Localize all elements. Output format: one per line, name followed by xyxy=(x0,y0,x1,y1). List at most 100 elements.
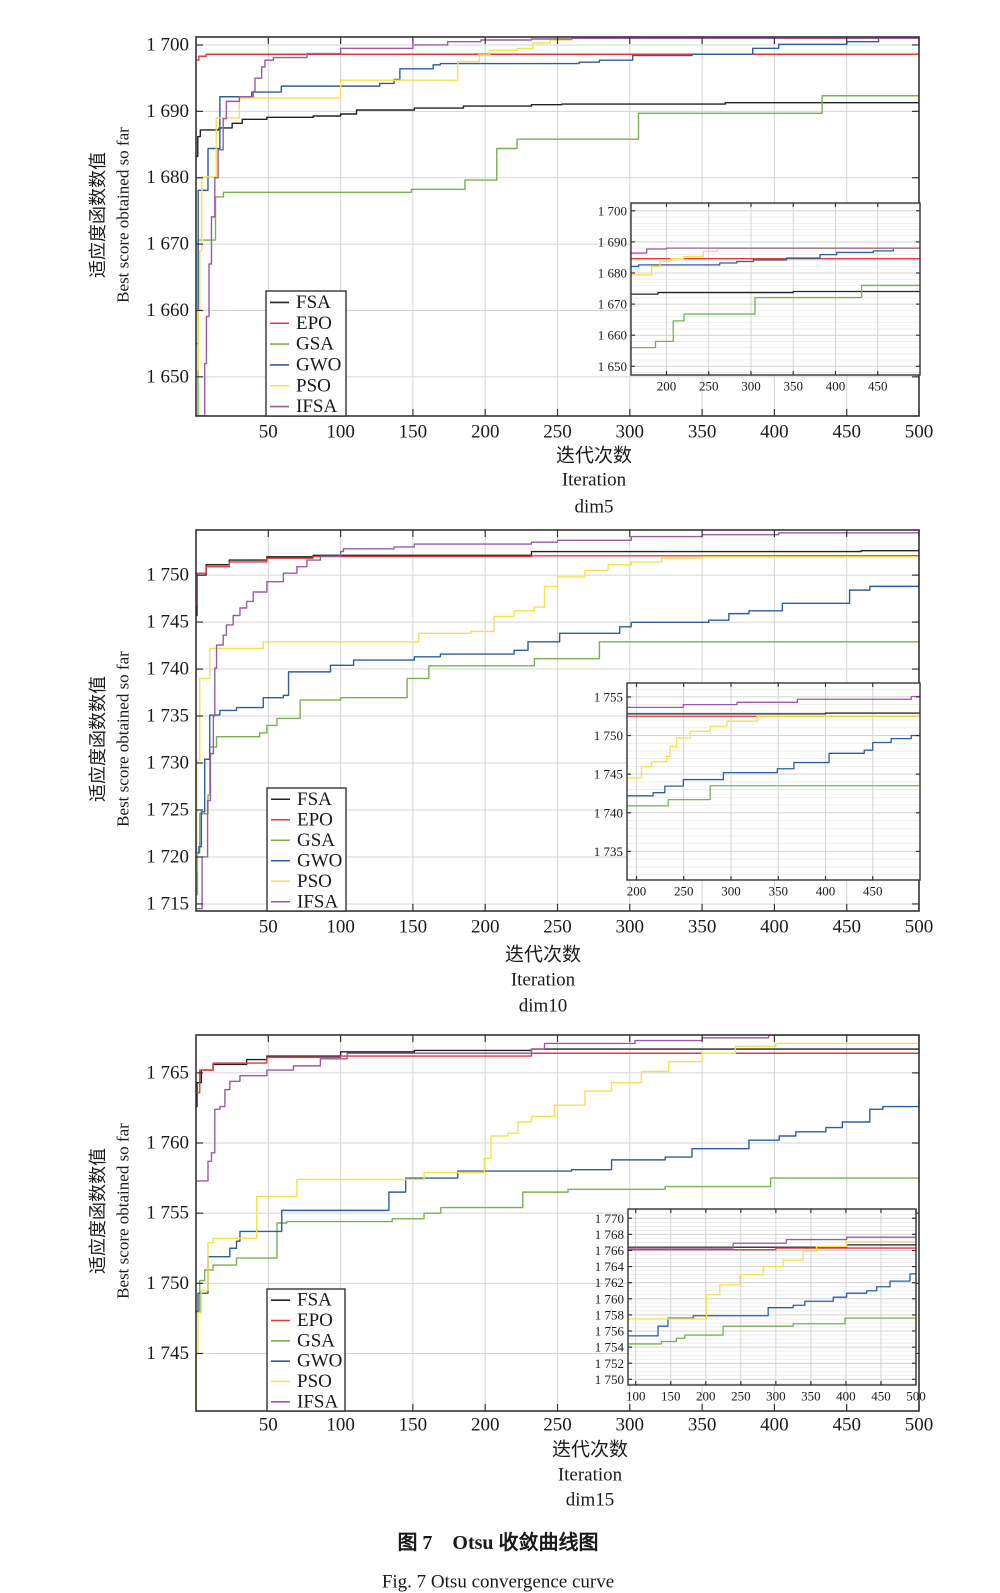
legend-label-EPO: EPO xyxy=(296,313,332,334)
inset-y-tick-label: 1 760 xyxy=(595,1291,624,1306)
inset-series-line-GSA xyxy=(628,1317,916,1345)
x-tick-label: 50 xyxy=(259,1415,278,1436)
inset-series-line-IFSA xyxy=(627,695,920,708)
legend-item-GSA: GSA xyxy=(271,830,335,851)
series-line-GSA xyxy=(196,95,919,416)
y-axis-title-en: Best score obtained so far xyxy=(114,651,133,827)
inset-y-tick-label: 1 680 xyxy=(598,265,627,280)
inset-y-tick-label: 1 768 xyxy=(595,1227,624,1242)
y-tick-label: 1 745 xyxy=(146,1343,189,1364)
y-tick-label: 1 690 xyxy=(146,101,189,122)
legend-item-IFSA: IFSA xyxy=(270,396,337,417)
y-tick-label: 1 650 xyxy=(146,366,189,387)
y-tick-label: 1 765 xyxy=(146,1062,189,1083)
y-axis-title-cn: 适应度函数数值 xyxy=(88,1148,108,1274)
series-line-FSA xyxy=(196,548,919,617)
inset-series-group xyxy=(631,247,920,349)
inset-y-tick-label: 1 700 xyxy=(598,203,627,218)
x-tick-label: 400 xyxy=(760,422,789,443)
x-tick-label: 250 xyxy=(543,422,572,443)
y-tick-label: 1 660 xyxy=(146,300,189,321)
x-tick-label: 500 xyxy=(905,1415,934,1436)
inset-axes-box xyxy=(626,682,921,881)
x-tick-label: 150 xyxy=(399,422,428,443)
series-line-GSA xyxy=(196,641,919,896)
legend-box xyxy=(265,290,347,417)
legend-item-GWO: GWO xyxy=(271,1351,342,1372)
legend-label-GSA: GSA xyxy=(297,830,335,851)
x-tick-label: 250 xyxy=(543,917,572,938)
y-axis-title-cn: 适应度函数数值 xyxy=(88,676,108,802)
subplot-title: dim10 xyxy=(519,996,568,1017)
inset-axes-box xyxy=(630,202,921,376)
x-tick-label: 100 xyxy=(326,917,355,938)
x-axis-title-cn: 迭代次数 xyxy=(505,944,581,966)
inset-series-line-GSA xyxy=(631,284,920,349)
inset-y-tick-label: 1 752 xyxy=(595,1356,624,1371)
series-line-GWO xyxy=(196,1099,919,1313)
x-tick-label: 500 xyxy=(905,422,934,443)
inset-y-tick-label: 1 660 xyxy=(598,328,627,343)
series-line-FSA xyxy=(196,1048,919,1108)
legend-item-PSO: PSO xyxy=(270,375,331,396)
legend-item-GSA: GSA xyxy=(271,1330,335,1351)
inset-plot-area xyxy=(631,203,920,375)
x-axis-title-en: Iteration xyxy=(558,1465,623,1486)
figure-caption-en: Fig. 7 Otsu convergence curve xyxy=(382,1572,614,1593)
x-tick-label: 400 xyxy=(760,1415,789,1436)
inset-x-tick-label: 450 xyxy=(868,379,888,394)
x-tick-label: 50 xyxy=(259,422,278,443)
y-axis-title-en: Best score obtained so far xyxy=(114,127,133,303)
tick-marks xyxy=(196,530,920,911)
series-line-GWO xyxy=(196,580,919,854)
legend-label-EPO: EPO xyxy=(297,809,333,830)
inset-x-tick-label: 300 xyxy=(741,379,761,394)
x-tick-label: 150 xyxy=(399,917,428,938)
legend-item-IFSA: IFSA xyxy=(271,891,338,912)
inset-y-tick-label: 1 756 xyxy=(595,1324,625,1339)
inset-series-line-PSO xyxy=(631,247,920,276)
inset-series-line-FSA xyxy=(627,710,920,715)
inset-x-tick-label: 450 xyxy=(871,1389,891,1404)
legend-label-IFSA: IFSA xyxy=(297,1391,338,1412)
legend-item-EPO: EPO xyxy=(271,1310,333,1331)
legend-label-PSO: PSO xyxy=(296,375,331,396)
inset-x-tick-label: 400 xyxy=(836,1389,856,1404)
inset-series-line-GWO xyxy=(627,734,920,797)
inset-axes-box xyxy=(627,1208,917,1386)
legend-label-IFSA: IFSA xyxy=(296,396,337,417)
legend-label-GSA: GSA xyxy=(297,1330,335,1351)
chart-dim10: 50 100 150 200 250 300 350 400 450 500 1 715 1 720 1… xyxy=(88,529,933,1017)
x-axis-title-cn: 迭代次数 xyxy=(552,1439,628,1461)
legend-item-EPO: EPO xyxy=(271,809,333,830)
inset-y-tick-label: 1 690 xyxy=(598,234,627,249)
legend-item-GWO: GWO xyxy=(270,354,341,375)
series-line-IFSA xyxy=(196,1035,919,1182)
x-tick-label: 450 xyxy=(832,1415,861,1436)
inset-chart: 200 250 300 350 400 450 1 735 1 740 1 745 1 750 1 … xyxy=(594,682,921,899)
x-tick-label: 100 xyxy=(326,1415,355,1436)
legend-label-IFSA: IFSA xyxy=(297,891,338,912)
x-tick-label: 200 xyxy=(471,1415,500,1436)
legend-item-FSA: FSA xyxy=(271,1290,332,1311)
inset-y-tick-label: 1 754 xyxy=(595,1340,625,1355)
y-tick-label: 1 725 xyxy=(146,799,189,820)
x-tick-label: 200 xyxy=(471,422,500,443)
legend-box xyxy=(266,787,347,912)
inset-series-line-IFSA xyxy=(631,247,920,254)
y-tick-label: 1 730 xyxy=(146,753,189,774)
legend-item-IFSA: IFSA xyxy=(271,1391,338,1412)
x-tick-label: 350 xyxy=(688,917,717,938)
subplot-title: dim5 xyxy=(574,497,613,518)
series-group xyxy=(196,1035,919,1411)
y-tick-label: 1 680 xyxy=(146,167,189,188)
inset-grid xyxy=(631,203,920,375)
inset-tick-marks xyxy=(627,683,920,880)
y-tick-label: 1 670 xyxy=(146,234,189,255)
figure-caption-cn: 图 7 Otsu 收敛曲线图 xyxy=(397,1530,598,1554)
x-tick-label: 250 xyxy=(543,1415,572,1436)
